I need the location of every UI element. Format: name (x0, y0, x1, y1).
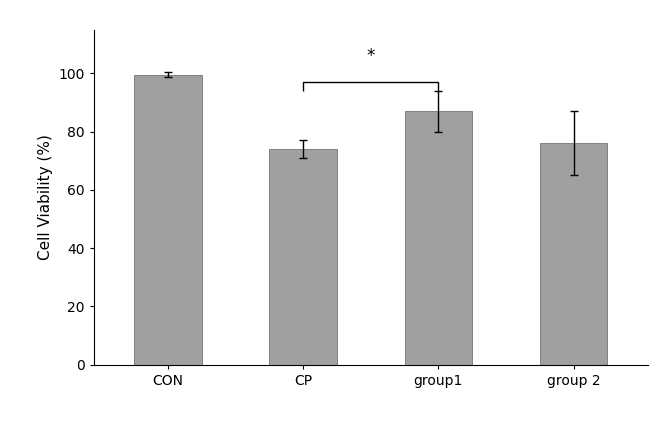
Bar (540, 143, 607, 365)
Text: *: * (367, 47, 375, 65)
Bar (405, 111, 472, 365)
Bar (269, 149, 337, 365)
Bar (134, 75, 202, 365)
Y-axis label: Cell Viability (%): Cell Viability (%) (37, 134, 53, 260)
